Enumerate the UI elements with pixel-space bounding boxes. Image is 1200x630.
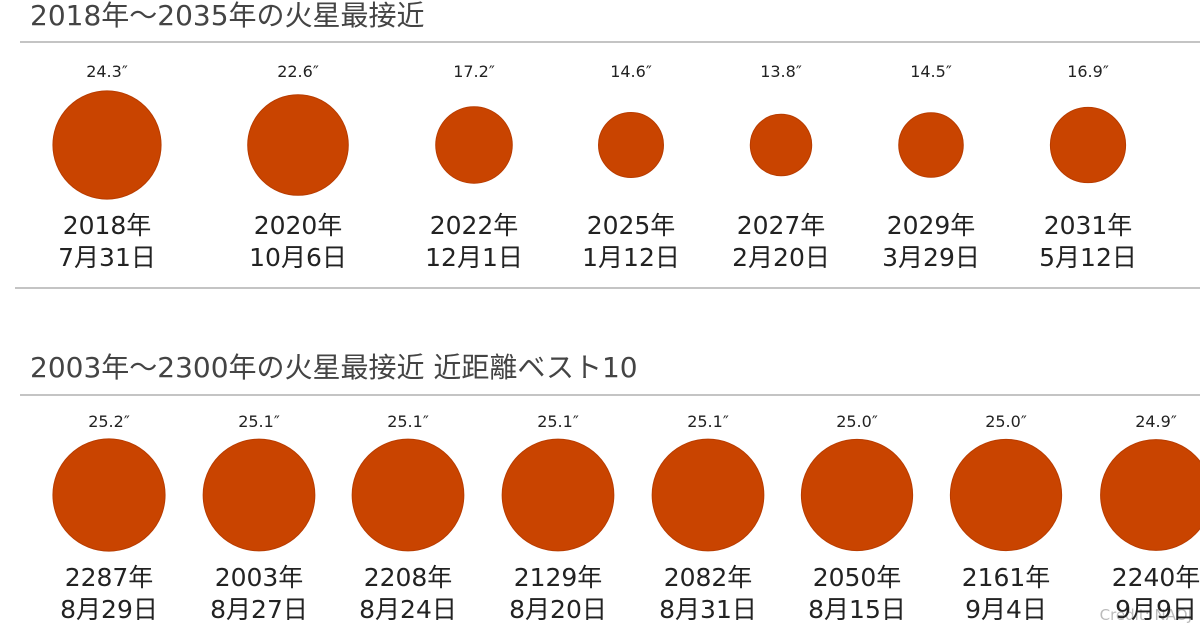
value-label: 13.8″ [760, 62, 802, 81]
mars-disc [598, 112, 664, 178]
mars-disc [949, 438, 1063, 552]
value-label: 24.3″ [86, 62, 128, 81]
mars-disc [898, 112, 964, 178]
date-label: 2027年 2月20日 [732, 211, 830, 272]
mars-disc [749, 113, 813, 177]
value-label: 22.6″ [277, 62, 319, 81]
date-label: 2025年 1月12日 [582, 211, 680, 272]
mars-disc [52, 438, 166, 552]
mars-disc [52, 90, 162, 200]
value-label: 25.1″ [238, 412, 280, 431]
value-label: 25.0″ [985, 412, 1027, 431]
date-label: 2003年 8月27日 [210, 563, 308, 624]
date-label: 2018年 7月31日 [58, 211, 156, 272]
value-label: 25.2″ [88, 412, 130, 431]
mars-disc [351, 438, 465, 552]
date-label: 2240年 9月9日 [1111, 563, 1200, 624]
date-label: 2029年 3月29日 [882, 211, 980, 272]
value-label: 14.5″ [910, 62, 952, 81]
date-label: 2161年 9月4日 [961, 563, 1051, 624]
date-label: 2082年 8月31日 [659, 563, 757, 624]
mars-disc [247, 94, 349, 196]
mars-disc [202, 438, 316, 552]
mars-disc [651, 438, 765, 552]
date-label: 2129年 8月20日 [509, 563, 607, 624]
value-label: 25.0″ [836, 412, 878, 431]
value-label: 16.9″ [1067, 62, 1109, 81]
mars-disc [501, 438, 615, 552]
date-label: 2287年 8月29日 [60, 563, 158, 624]
mars-disc [1100, 439, 1200, 551]
date-label: 2022年 12月1日 [425, 211, 523, 272]
date-label: 2020年 10月6日 [249, 211, 347, 272]
value-label: 25.1″ [387, 412, 429, 431]
value-label: 25.1″ [687, 412, 729, 431]
chart-title: 2018年〜2035年の火星最接近 [30, 0, 425, 32]
date-label: 2208年 8月24日 [359, 563, 457, 624]
date-label: 2050年 8月15日 [808, 563, 906, 624]
mars-disc [435, 106, 513, 184]
credit: Credit: NAOJ [1099, 606, 1192, 624]
mars-disc [800, 438, 914, 552]
value-label: 24.9″ [1135, 412, 1177, 431]
mars-disc [1049, 106, 1127, 184]
value-label: 14.6″ [610, 62, 652, 81]
value-label: 25.1″ [537, 412, 579, 431]
chart-title: 2003年〜2300年の火星最接近 近距離ベスト10 [30, 351, 638, 384]
value-label: 17.2″ [453, 62, 495, 81]
date-label: 2031年 5月12日 [1039, 211, 1137, 272]
